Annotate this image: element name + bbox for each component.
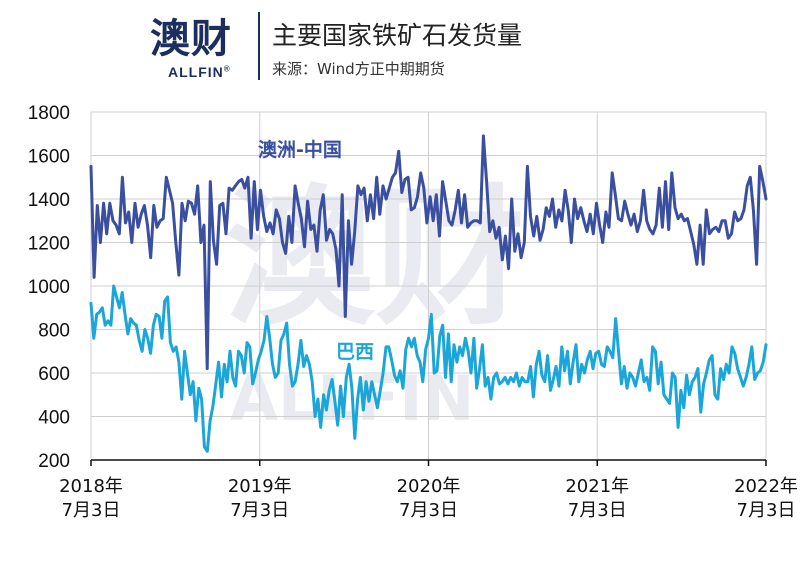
series-line-brazil <box>89 284 768 453</box>
y-tick-label: 1800 <box>28 103 70 124</box>
x-tick-label-date: 7月3日 <box>62 500 121 521</box>
series-line-australia <box>89 134 768 371</box>
y-tick-label: 1200 <box>28 234 70 255</box>
series-label-australia: 澳洲-中国 <box>258 138 342 161</box>
header-divider <box>258 12 260 80</box>
y-tick-label: 800 <box>38 321 70 342</box>
x-tick-label-year: 2018年 <box>59 476 123 497</box>
series-label-brazil: 巴西 <box>336 341 374 363</box>
header: 澳财 ALLFIN® 主要国家铁矿石发货量 来源：Wind方正中期期货 <box>0 0 801 90</box>
y-tick-label: 1000 <box>28 277 70 298</box>
x-tick-label-date: 7月3日 <box>399 500 458 521</box>
y-tick-label: 1400 <box>28 190 70 211</box>
series-group <box>89 134 768 453</box>
x-tick-label-date: 7月3日 <box>230 500 289 521</box>
brand-logo-sub: ALLFIN® <box>168 64 231 80</box>
x-axis: 2018年 7月3日 2019年 7月3日 2020年 7月3日 2021年 7月3日 2022… <box>59 459 798 521</box>
x-tick-label-year: 2020年 <box>397 476 461 497</box>
chart-title: 主要国家铁矿石发货量 <box>272 21 523 50</box>
y-tick-label: 1600 <box>28 147 70 168</box>
y-tick-label: 200 <box>38 451 70 472</box>
x-tick-label-date: 7月3日 <box>737 500 796 521</box>
y-tick-label: 400 <box>38 408 70 429</box>
brand-logo-sub-text: ALLFIN <box>168 64 224 80</box>
x-tick-label-year: 2021年 <box>565 476 629 497</box>
y-axis: 200 400 600 800 1000 1200 1400 1600 1800 <box>28 103 70 472</box>
line-chart: 澳财 ALLFIN 200400600800100012001400160018… <box>28 103 798 521</box>
x-tick-label-year: 2022年 <box>734 476 798 497</box>
brand-logo: 澳财 <box>150 16 232 62</box>
source-note: 来源：Wind方正中期期货 <box>272 60 445 78</box>
x-tick-label-date: 7月3日 <box>568 500 627 521</box>
y-tick-label: 600 <box>38 364 70 385</box>
x-tick-label-year: 2019年 <box>228 476 292 497</box>
grid <box>90 111 767 461</box>
